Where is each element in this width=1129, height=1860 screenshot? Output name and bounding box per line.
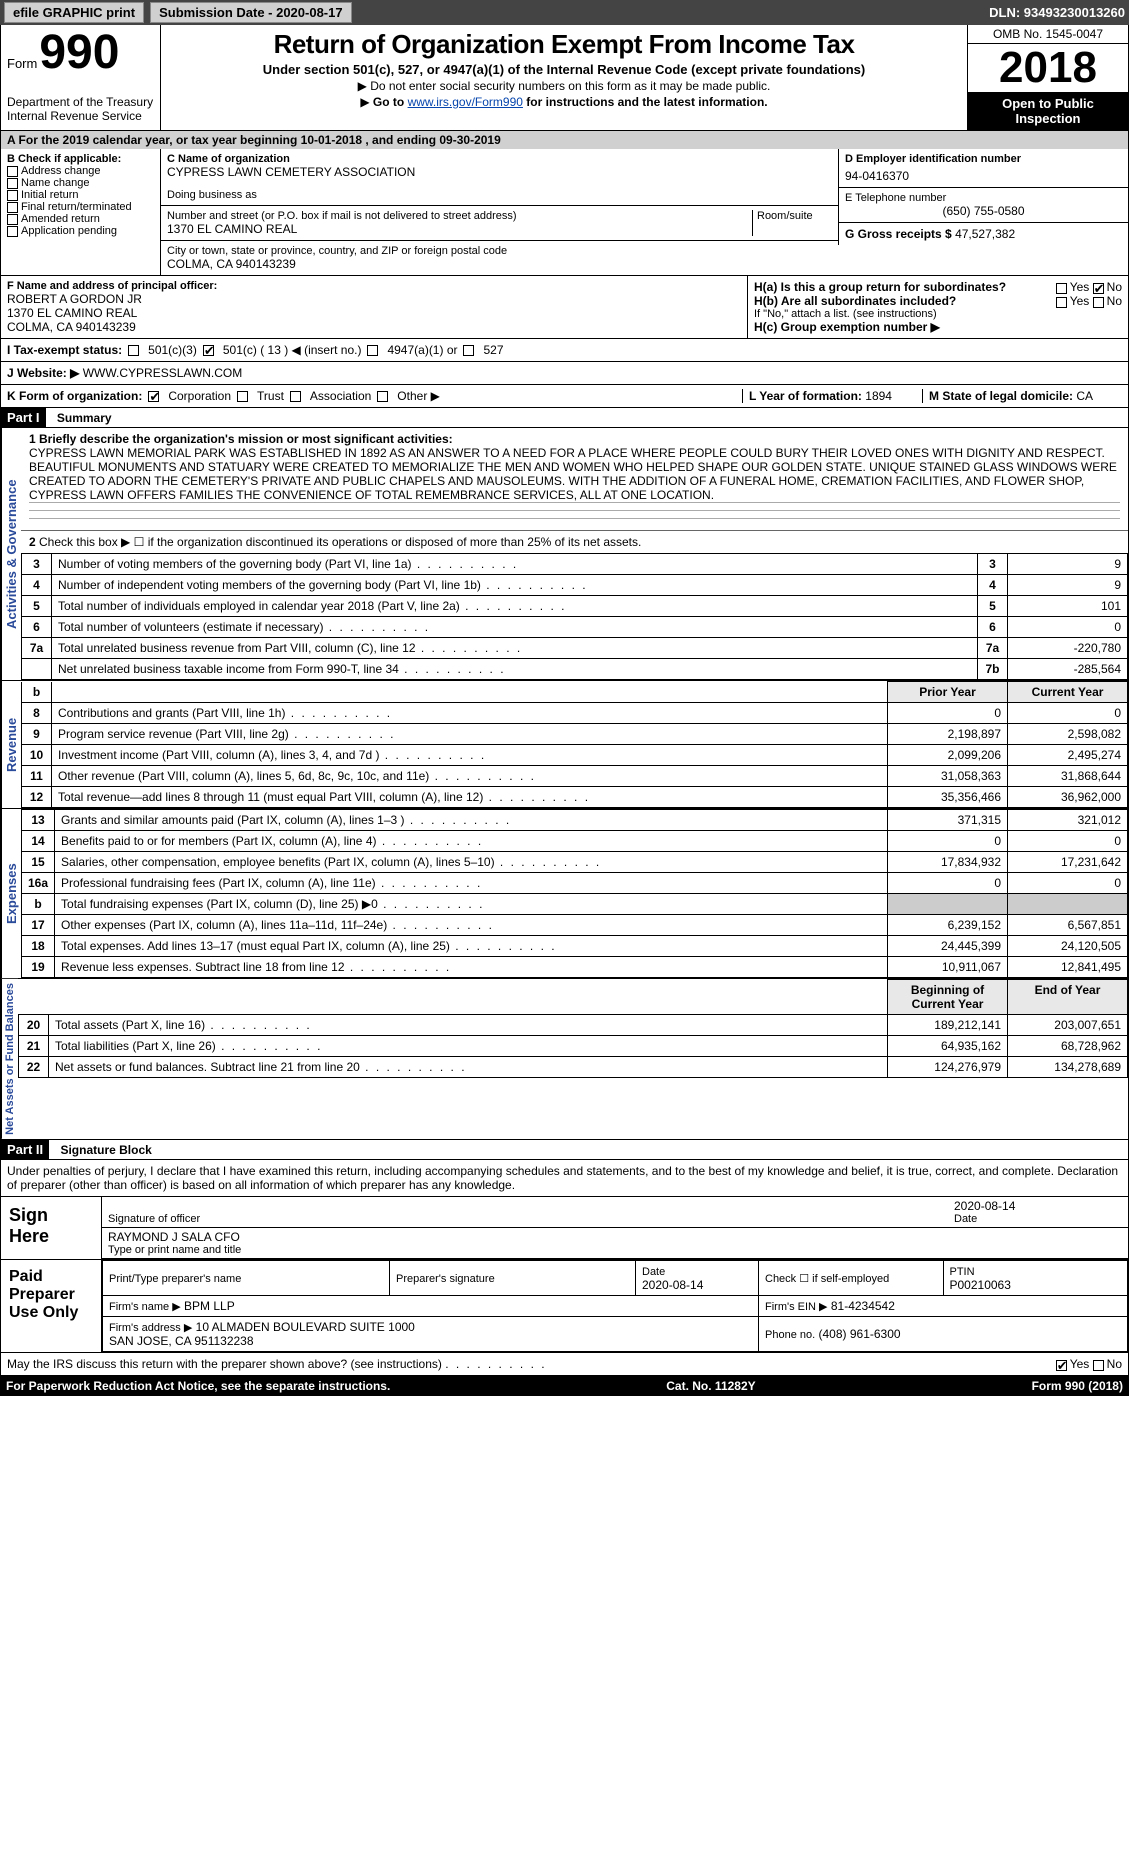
officer-name-title: RAYMOND J SALA CFO [108, 1230, 1122, 1244]
open-public: Open to Public Inspection [968, 92, 1128, 130]
chk-trust[interactable] [237, 391, 248, 402]
efile-button[interactable]: efile GRAPHIC print [4, 2, 144, 23]
header-line2: Go to www.irs.gov/Form990 for instructio… [167, 95, 961, 109]
sig-officer-label: Signature of officer [108, 1213, 942, 1225]
chk-527[interactable] [463, 345, 474, 356]
chk-amended[interactable]: Amended return [7, 213, 154, 225]
chk-assoc[interactable] [290, 391, 301, 402]
side-activities: Activities & Governance [1, 428, 21, 680]
form-word: Form [7, 56, 37, 71]
irs-link[interactable]: www.irs.gov/Form990 [408, 95, 523, 109]
footer-left: For Paperwork Reduction Act Notice, see … [6, 1379, 390, 1393]
chk-501c3[interactable] [128, 345, 139, 356]
chk-4947[interactable] [367, 345, 378, 356]
form-title: Return of Organization Exempt From Incom… [167, 29, 961, 60]
footer-right: Form 990 (2018) [1032, 1379, 1123, 1393]
officer-addr1: 1370 EL CAMINO REAL [7, 306, 741, 320]
name-label: C Name of organization [167, 153, 832, 165]
chk-corp[interactable] [148, 391, 159, 402]
tax-year: 2018 [968, 44, 1128, 92]
revenue-table: b Prior YearCurrent Year 8Contributions … [21, 681, 1128, 808]
period-bar: A For the 2019 calendar year, or tax yea… [0, 131, 1129, 149]
chk-other[interactable] [377, 391, 388, 402]
city-label: City or town, state or province, country… [167, 245, 832, 257]
tax-status-row: I Tax-exempt status: 501(c)(3) 501(c) ( … [0, 339, 1129, 362]
chk-initial[interactable]: Initial return [7, 189, 154, 201]
ein-value: 94-0416370 [845, 169, 1122, 183]
side-revenue: Revenue [1, 681, 21, 808]
hc-row: H(c) Group exemption number ▶ [754, 320, 1122, 334]
form-number: 990 [39, 29, 119, 77]
submission-button[interactable]: Submission Date - 2020-08-17 [150, 2, 352, 23]
info-grid: B Check if applicable: Address change Na… [0, 149, 1129, 276]
box-b-title: B Check if applicable: [7, 153, 154, 165]
omb-label: OMB No. 1545-0047 [968, 25, 1128, 44]
discuss-yes[interactable] [1056, 1360, 1067, 1371]
footer-mid: Cat. No. 11282Y [666, 1379, 755, 1393]
chk-application[interactable]: Application pending [7, 225, 154, 237]
officer-addr2: COLMA, CA 940143239 [7, 320, 741, 334]
discuss-no[interactable] [1093, 1360, 1104, 1371]
chk-final[interactable]: Final return/terminated [7, 201, 154, 213]
side-expenses: Expenses [1, 809, 21, 978]
korg-row: K Form of organization: Corporation Trus… [0, 385, 1129, 408]
header-line1: Do not enter social security numbers on … [167, 79, 961, 93]
part2-title: Signature Block [52, 1143, 151, 1157]
gross-label: G Gross receipts $ [845, 227, 952, 241]
year-formation: 1894 [865, 389, 892, 403]
sig-date: 2020-08-14 [954, 1199, 1122, 1213]
type-name-label: Type or print name and title [108, 1244, 1122, 1256]
officer-name: ROBERT A GORDON JR [7, 292, 741, 306]
governance-table: 3Number of voting members of the governi… [21, 553, 1128, 680]
room-label: Room/suite [757, 210, 832, 222]
chk-address[interactable]: Address change [7, 165, 154, 177]
addr-label: Number and street (or P.O. box if mail i… [167, 210, 752, 222]
preparer-table: Print/Type preparer's name Preparer's si… [102, 1260, 1128, 1352]
dept-label: Department of the Treasury Internal Reve… [7, 95, 154, 123]
chk-501c[interactable] [203, 345, 214, 356]
state-domicile: CA [1076, 389, 1093, 403]
q1-label: 1 Briefly describe the organization's mi… [29, 432, 453, 446]
ein-label: D Employer identification number [845, 153, 1122, 165]
phone-value: (650) 755-0580 [845, 204, 1122, 218]
gross-value: 47,527,382 [955, 227, 1015, 241]
perjury-text: Under penalties of perjury, I declare th… [0, 1160, 1129, 1197]
org-address: 1370 EL CAMINO REAL [167, 222, 752, 236]
part1-bar: Part I [1, 408, 46, 427]
dln-label: DLN: 93493230013260 [989, 5, 1125, 20]
footer-bar: For Paperwork Reduction Act Notice, see … [0, 1376, 1129, 1396]
discuss-row: May the IRS discuss this return with the… [0, 1353, 1129, 1376]
website-value: WWW.CYPRESSLAWN.COM [83, 366, 243, 380]
dba-label: Doing business as [167, 189, 832, 201]
form-header: Form 990 Department of the Treasury Inte… [0, 25, 1129, 131]
org-name: CYPRESS LAWN CEMETERY ASSOCIATION [167, 165, 832, 179]
hb-note: If "No," attach a list. (see instruction… [754, 308, 1122, 320]
sign-here-label: Sign Here [1, 1197, 101, 1259]
form-subtitle: Under section 501(c), 527, or 4947(a)(1)… [167, 62, 961, 77]
q2-text: Check this box ▶ ☐ if the organization d… [39, 535, 641, 549]
side-net: Net Assets or Fund Balances [1, 979, 18, 1139]
phone-label: E Telephone number [845, 192, 1122, 204]
hb-row: H(b) Are all subordinates included? Yes … [754, 294, 1122, 308]
date-label: Date [954, 1213, 1122, 1225]
paid-preparer-label: Paid Preparer Use Only [1, 1260, 101, 1352]
ha-row: H(a) Is this a group return for subordin… [754, 280, 1122, 294]
mission-text: CYPRESS LAWN MEMORIAL PARK WAS ESTABLISH… [29, 446, 1117, 502]
part2-bar: Part II [1, 1140, 49, 1159]
part1-title: Summary [49, 411, 112, 425]
officer-label: F Name and address of principal officer: [7, 280, 741, 292]
net-table: Beginning of Current YearEnd of Year 20T… [18, 979, 1128, 1078]
expenses-table: 13Grants and similar amounts paid (Part … [21, 809, 1128, 978]
website-row: J Website: ▶ WWW.CYPRESSLAWN.COM [0, 362, 1129, 385]
top-bar: efile GRAPHIC print Submission Date - 20… [0, 0, 1129, 25]
chk-name[interactable]: Name change [7, 177, 154, 189]
org-city: COLMA, CA 940143239 [167, 257, 832, 271]
